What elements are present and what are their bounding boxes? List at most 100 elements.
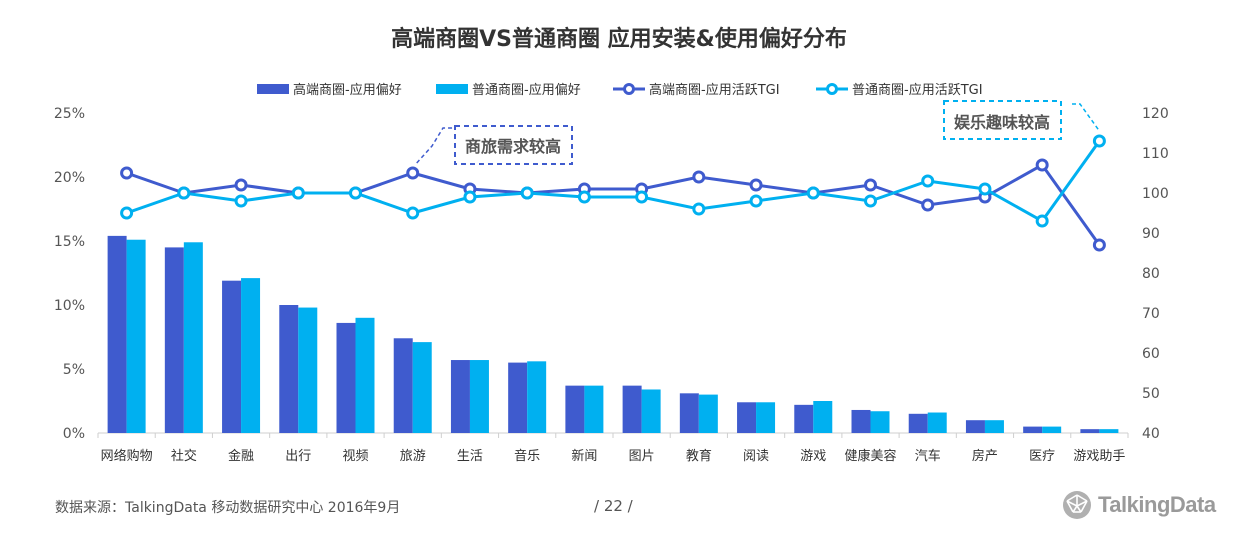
logo-text: TalkingData [1098, 492, 1216, 517]
callout-leader [416, 127, 455, 164]
point-normal-tgi [1092, 134, 1106, 148]
category-label: 音乐 [514, 448, 540, 464]
point-high-tgi [234, 178, 248, 192]
left-axis: 0% 5% 10% 15% 20% 25% [54, 106, 85, 442]
point-normal-tgi [291, 186, 305, 200]
right-axis: 40 50 60 70 80 90 100 110 120 [1142, 106, 1169, 442]
category-label: 出行 [285, 449, 311, 464]
bar-normal [927, 412, 947, 433]
bar-normal [412, 342, 432, 433]
callout-box [454, 125, 573, 165]
callout-label: 商旅需求较高 [465, 137, 561, 156]
x-axis: 网络购物 社交 金融 出行 视频 旅游 生活 音乐 新闻 图片 教育 阅读 游戏 健康美容 汽车 房产 医疗 游戏… [97, 432, 1129, 464]
category-label: 图片 [629, 449, 655, 464]
right-tick-label: 60 [1142, 346, 1160, 362]
bar-high [450, 360, 470, 433]
category-label: 视频 [342, 449, 368, 464]
bar-normal [1042, 426, 1062, 433]
bar-normal [469, 360, 489, 433]
right-tick-label: 80 [1142, 266, 1160, 282]
bar-normal [870, 411, 890, 433]
category-label: 生活 [457, 449, 483, 464]
legend-label: 普通商圈-应用活跃TGI [852, 82, 983, 98]
bar-high [565, 385, 585, 433]
point-normal-tgi [806, 186, 820, 200]
point-normal-tgi [1035, 214, 1049, 228]
point-normal-tgi [406, 206, 420, 220]
bar-normal [813, 401, 833, 433]
category-label: 社交 [171, 448, 197, 464]
legend-swatch-marker [826, 83, 838, 95]
chart-title: 高端商圈VS普通商圈 应用安装&使用偏好分布 [391, 26, 847, 52]
bar-high [164, 247, 184, 433]
right-tick-label: 110 [1142, 146, 1169, 162]
logo-icon [1063, 491, 1091, 519]
category-label: 健康美容 [844, 448, 896, 464]
right-tick-label: 40 [1142, 426, 1160, 442]
bar-high [393, 338, 413, 433]
right-tick-label: 70 [1142, 306, 1160, 322]
bar-high [1023, 426, 1043, 433]
bar-high [851, 409, 871, 433]
bar-high [279, 305, 299, 433]
category-label: 网络购物 [101, 448, 153, 464]
legend-label: 高端商圈-应用偏好 [293, 82, 402, 98]
category-label: 汽车 [915, 448, 941, 464]
logo: TalkingData [1062, 490, 1216, 520]
legend-swatch-marker [623, 83, 635, 95]
bar-high [794, 404, 814, 433]
legend-swatch [257, 84, 289, 94]
bar-high [107, 235, 127, 433]
bar-normal [584, 385, 604, 433]
left-tick-label: 10% [54, 298, 85, 314]
right-tick-label: 100 [1142, 186, 1169, 202]
callouts: 商旅需求较高 娱乐趣味较高 [416, 100, 1100, 165]
line-normal-tgi [126, 140, 1101, 223]
right-tick-label: 50 [1142, 386, 1160, 402]
point-normal-tgi [635, 190, 649, 204]
legend-swatch [436, 84, 468, 94]
point-normal-tgi [234, 194, 248, 208]
point-high-tgi [864, 178, 877, 192]
callout-box [943, 100, 1062, 140]
legend: 高端商圈-应用偏好 普通商圈-应用偏好 高端商圈-应用活跃TGI 普通商圈-应用活跃T… [257, 82, 983, 98]
bar-high [222, 280, 242, 433]
bar-normal [241, 278, 261, 433]
bar-normal [298, 307, 318, 433]
point-normal-tgi [463, 190, 477, 204]
point-normal-tgi [749, 194, 763, 208]
bar-high [1080, 429, 1100, 433]
bar-high [737, 402, 757, 433]
category-label: 金融 [228, 448, 254, 464]
bar-high [622, 385, 642, 433]
bar-high [336, 322, 356, 433]
legend-label: 高端商圈-应用活跃TGI [649, 82, 780, 98]
point-high-tgi [1092, 238, 1106, 252]
left-tick-label: 5% [63, 362, 85, 378]
bar-normal [641, 389, 661, 433]
point-high-tgi [692, 170, 706, 184]
point-normal-tgi [692, 202, 706, 216]
category-label: 游戏助手 [1073, 449, 1125, 464]
point-normal-tgi [120, 206, 134, 220]
bar-normal [183, 242, 203, 433]
bar-normal [698, 394, 718, 433]
category-label: 阅读 [743, 449, 769, 464]
point-high-tgi [921, 198, 935, 212]
data-source: 数据来源：TalkingData 移动数据研究中心 2016年9月 [55, 500, 401, 516]
callout-leader [1072, 103, 1100, 132]
bar-normal [126, 239, 146, 433]
bar-high [508, 362, 528, 433]
bar-normal [984, 420, 1004, 433]
left-tick-label: 0% [63, 426, 85, 442]
bar-normal [1099, 429, 1119, 433]
bar-high [965, 420, 985, 433]
bar-normal [527, 361, 547, 433]
point-normal-tgi [349, 186, 362, 200]
left-tick-label: 20% [54, 170, 85, 186]
category-label: 新闻 [571, 448, 597, 464]
point-high-tgi [1035, 158, 1049, 172]
page-number: / 22 / [594, 497, 633, 515]
point-normal-tgi [921, 174, 935, 188]
